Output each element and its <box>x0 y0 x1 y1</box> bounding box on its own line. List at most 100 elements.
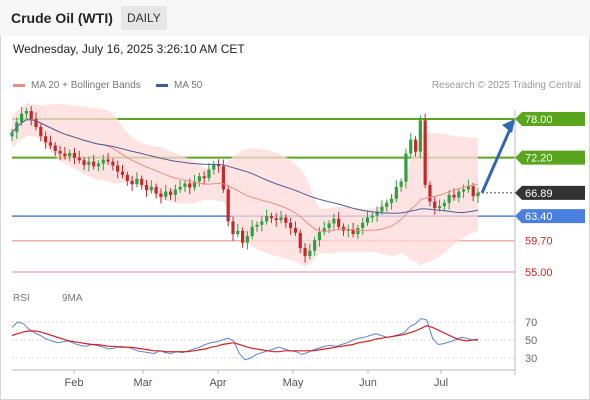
candle-body <box>389 198 394 203</box>
candle-body <box>284 217 288 223</box>
candle-body <box>116 165 120 172</box>
rsi-series-ma9 <box>11 324 478 353</box>
x-tick-label: Feb <box>65 377 84 389</box>
candle-body <box>245 236 250 243</box>
x-tick-label: Apr <box>209 377 226 389</box>
rsi-tick-label: 30 <box>525 353 537 365</box>
period-badge[interactable]: DAILY <box>121 6 167 30</box>
candle-body <box>149 186 153 191</box>
ma20-swatch <box>13 84 25 87</box>
candle-body <box>466 186 470 190</box>
level-tag-0 <box>515 112 585 126</box>
header-bar: Crude Oil (WTI) DAILY <box>0 0 590 36</box>
candle-body <box>10 132 14 137</box>
candle-body <box>140 178 144 185</box>
candle-body <box>413 139 418 152</box>
candle-body <box>125 174 129 181</box>
candle-body <box>289 222 293 229</box>
candle-body <box>96 163 101 167</box>
ma50-line <box>11 119 479 214</box>
candle-body <box>404 153 408 182</box>
ma50-swatch <box>156 84 168 87</box>
level-tag-1 <box>515 150 585 165</box>
rsi-tick-label: 70 <box>525 317 537 329</box>
rsi-label: RSI <box>13 293 30 304</box>
candle-body <box>433 201 437 209</box>
candle-body <box>44 136 48 143</box>
candle-body <box>337 218 341 227</box>
candle-body <box>322 228 326 233</box>
candle-body <box>173 189 177 195</box>
candle-body <box>144 184 149 191</box>
candle-body <box>274 218 278 221</box>
x-tick-label: Mar <box>134 377 153 389</box>
candle-body <box>380 206 384 212</box>
candle-body <box>255 224 259 227</box>
candle-body <box>72 152 77 158</box>
level-label-2: 66.89 <box>525 188 553 200</box>
candle-body <box>457 191 461 198</box>
candle-body <box>20 113 24 123</box>
legend-ma9: 9MA <box>62 293 83 304</box>
candle-body <box>39 126 43 137</box>
level-tag-2 <box>515 185 585 200</box>
candle-body <box>178 186 182 190</box>
forecast-arrow-shaft <box>480 126 513 194</box>
candle-body <box>111 161 115 166</box>
level-label-3: 63.40 <box>525 211 553 223</box>
candle-body <box>216 164 221 167</box>
candle-body <box>461 189 466 192</box>
candle-body <box>418 120 422 152</box>
level-tag-3 <box>515 209 585 224</box>
candle-body <box>34 119 38 127</box>
candle-body <box>260 221 264 225</box>
candle-body <box>317 232 322 241</box>
candle-body <box>212 164 216 170</box>
instrument-title: Crude Oil (WTI) <box>11 10 113 26</box>
candle-body <box>197 176 201 182</box>
candle-body <box>452 194 456 198</box>
x-tick-label: Jul <box>434 377 448 389</box>
x-tick-label: May <box>283 377 304 389</box>
candle-body <box>308 250 312 257</box>
candle-body <box>375 211 379 216</box>
candle-body <box>188 183 192 188</box>
candle-body <box>58 150 62 154</box>
level-label-0: 78.00 <box>525 114 553 126</box>
candle-body <box>53 145 57 151</box>
candle-body <box>48 142 53 146</box>
rsi-tick-label: 50 <box>525 335 537 347</box>
candle-body <box>236 230 240 235</box>
credit-text: Research © 2025 Trading Central <box>431 80 581 91</box>
candle-body <box>240 230 245 243</box>
level-label-4: 59.70 <box>525 236 553 248</box>
candle-body <box>332 218 336 224</box>
forecast-arrow-head <box>502 119 515 133</box>
candle-body <box>159 193 163 197</box>
candle-body <box>207 169 211 179</box>
candle-body <box>101 159 105 164</box>
candle-body <box>442 202 446 207</box>
candle-body <box>471 186 475 197</box>
bollinger-band <box>12 103 478 267</box>
candle-body <box>63 153 67 157</box>
rsi-series-rsi <box>11 317 479 361</box>
legend-ma50: MA 50 <box>156 80 202 91</box>
candle-body <box>221 166 225 190</box>
candle-body <box>82 160 86 165</box>
legend-rsi: RSI <box>13 293 30 304</box>
candle-body <box>437 206 442 209</box>
candle-body <box>202 176 206 179</box>
candle-body <box>106 159 110 162</box>
candle-body <box>346 229 350 231</box>
candle-body <box>120 171 125 175</box>
candle-body <box>351 229 355 235</box>
level-label-1: 72.20 <box>525 153 553 165</box>
bollinger-group <box>12 103 478 267</box>
candle-body <box>87 161 91 165</box>
candle-body <box>298 232 302 249</box>
ma20-label: MA 20 + Bollinger Bands <box>31 80 141 91</box>
candle-body <box>250 226 254 237</box>
legend-ma20: MA 20 + Bollinger Bands <box>13 80 141 91</box>
